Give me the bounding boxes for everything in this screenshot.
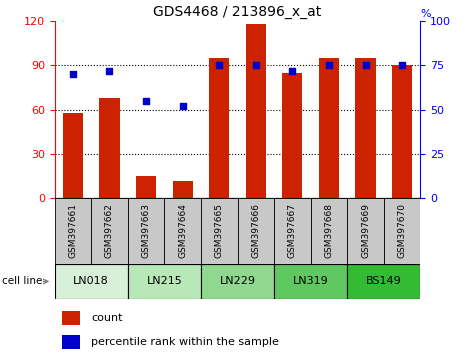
Bar bbox=[392, 65, 412, 198]
Bar bbox=[246, 24, 266, 198]
Point bbox=[105, 68, 113, 74]
Text: %: % bbox=[420, 10, 431, 19]
Bar bbox=[62, 312, 80, 325]
Text: percentile rank within the sample: percentile rank within the sample bbox=[91, 337, 279, 347]
Title: GDS4468 / 213896_x_at: GDS4468 / 213896_x_at bbox=[153, 5, 322, 19]
Point bbox=[179, 103, 186, 109]
Text: BS149: BS149 bbox=[366, 276, 402, 286]
Bar bbox=[172, 181, 193, 198]
Bar bbox=[55, 264, 128, 299]
Point bbox=[216, 63, 223, 68]
Bar bbox=[384, 198, 420, 264]
Bar bbox=[91, 198, 128, 264]
Text: GSM397667: GSM397667 bbox=[288, 204, 297, 258]
Text: LN319: LN319 bbox=[293, 276, 329, 286]
Bar bbox=[347, 198, 384, 264]
Bar bbox=[274, 198, 311, 264]
Bar bbox=[62, 335, 80, 349]
Bar bbox=[282, 73, 303, 198]
Text: GSM397662: GSM397662 bbox=[105, 204, 114, 258]
Bar bbox=[209, 58, 229, 198]
Text: LN018: LN018 bbox=[73, 276, 109, 286]
Point bbox=[142, 98, 150, 104]
Point bbox=[362, 63, 370, 68]
Bar bbox=[128, 264, 201, 299]
Bar bbox=[201, 264, 274, 299]
Text: LN229: LN229 bbox=[219, 276, 256, 286]
Bar bbox=[201, 198, 238, 264]
Text: GSM397669: GSM397669 bbox=[361, 204, 370, 258]
Bar bbox=[311, 198, 347, 264]
Text: GSM397663: GSM397663 bbox=[142, 204, 151, 258]
Bar bbox=[355, 58, 376, 198]
Bar bbox=[128, 198, 164, 264]
Point bbox=[252, 63, 259, 68]
Bar bbox=[136, 176, 156, 198]
Bar bbox=[55, 198, 91, 264]
Bar bbox=[319, 58, 339, 198]
Bar bbox=[99, 98, 120, 198]
Bar bbox=[274, 264, 347, 299]
Bar bbox=[347, 264, 420, 299]
Text: cell line: cell line bbox=[2, 276, 43, 286]
Text: GSM397670: GSM397670 bbox=[398, 204, 407, 258]
Text: GSM397666: GSM397666 bbox=[251, 204, 260, 258]
Text: GSM397668: GSM397668 bbox=[324, 204, 333, 258]
Bar bbox=[238, 198, 274, 264]
Point bbox=[289, 68, 296, 74]
Text: GSM397665: GSM397665 bbox=[215, 204, 224, 258]
Text: count: count bbox=[91, 313, 123, 323]
Point bbox=[69, 72, 77, 77]
Point bbox=[398, 63, 406, 68]
Text: GSM397661: GSM397661 bbox=[68, 204, 77, 258]
Point bbox=[325, 63, 332, 68]
Bar bbox=[63, 113, 83, 198]
Text: LN215: LN215 bbox=[146, 276, 182, 286]
Text: GSM397664: GSM397664 bbox=[178, 204, 187, 258]
Bar bbox=[164, 198, 201, 264]
